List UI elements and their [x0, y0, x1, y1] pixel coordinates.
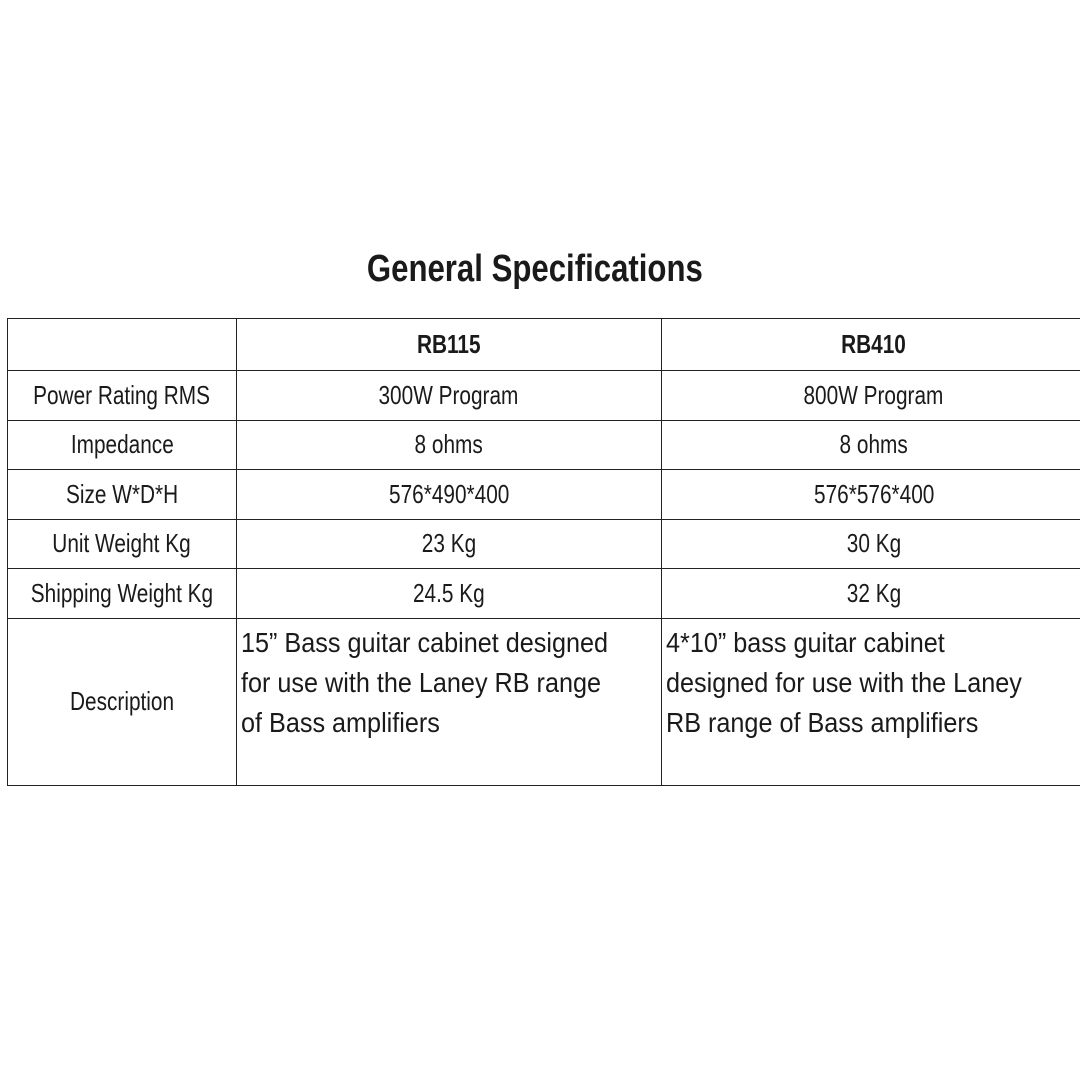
header-cell-rb115: RB115	[235, 318, 662, 371]
cell-rb115: 300W Program	[235, 370, 662, 421]
row-label: Description	[7, 617, 237, 786]
page-title: General Specifications	[367, 248, 703, 290]
description-rb410: 4*10” bass guitar cabinet designed for u…	[660, 617, 1080, 786]
header-cell-rb410: RB410	[660, 318, 1080, 371]
cell-rb410: 576*576*400	[660, 469, 1080, 520]
cell-rb115: 8 ohms	[235, 419, 662, 470]
table-row: Impedance 8 ohms 8 ohms	[7, 419, 1080, 470]
cell-rb410: 800W Program	[660, 370, 1080, 421]
row-label: Shipping Weight Kg	[7, 568, 237, 619]
cell-rb115: 576*490*400	[235, 469, 662, 520]
table-row: Unit Weight Kg 23 Kg 30 Kg	[7, 518, 1080, 569]
cell-rb410: 8 ohms	[660, 419, 1080, 470]
row-label: Size W*D*H	[7, 469, 237, 520]
row-label: Unit Weight Kg	[7, 518, 237, 569]
table-row: Shipping Weight Kg 24.5 Kg 32 Kg	[7, 568, 1080, 619]
table-header-row: RB115 RB410	[7, 318, 1080, 371]
cell-rb410: 30 Kg	[660, 518, 1080, 569]
description-row: Description 15” Bass guitar cabinet desi…	[7, 617, 1080, 786]
header-cell-empty	[7, 318, 237, 371]
cell-rb115: 23 Kg	[235, 518, 662, 569]
cell-rb115: 24.5 Kg	[235, 568, 662, 619]
cell-rb410: 32 Kg	[660, 568, 1080, 619]
table-row: Size W*D*H 576*490*400 576*576*400	[7, 469, 1080, 520]
spec-table: RB115 RB410 Power Rating RMS 300W Progra…	[7, 318, 1080, 786]
row-label: Power Rating RMS	[7, 370, 237, 421]
table-row: Power Rating RMS 300W Program 800W Progr…	[7, 370, 1080, 421]
row-label: Impedance	[7, 419, 237, 470]
description-rb115: 15” Bass guitar cabinet designed for use…	[235, 617, 662, 786]
